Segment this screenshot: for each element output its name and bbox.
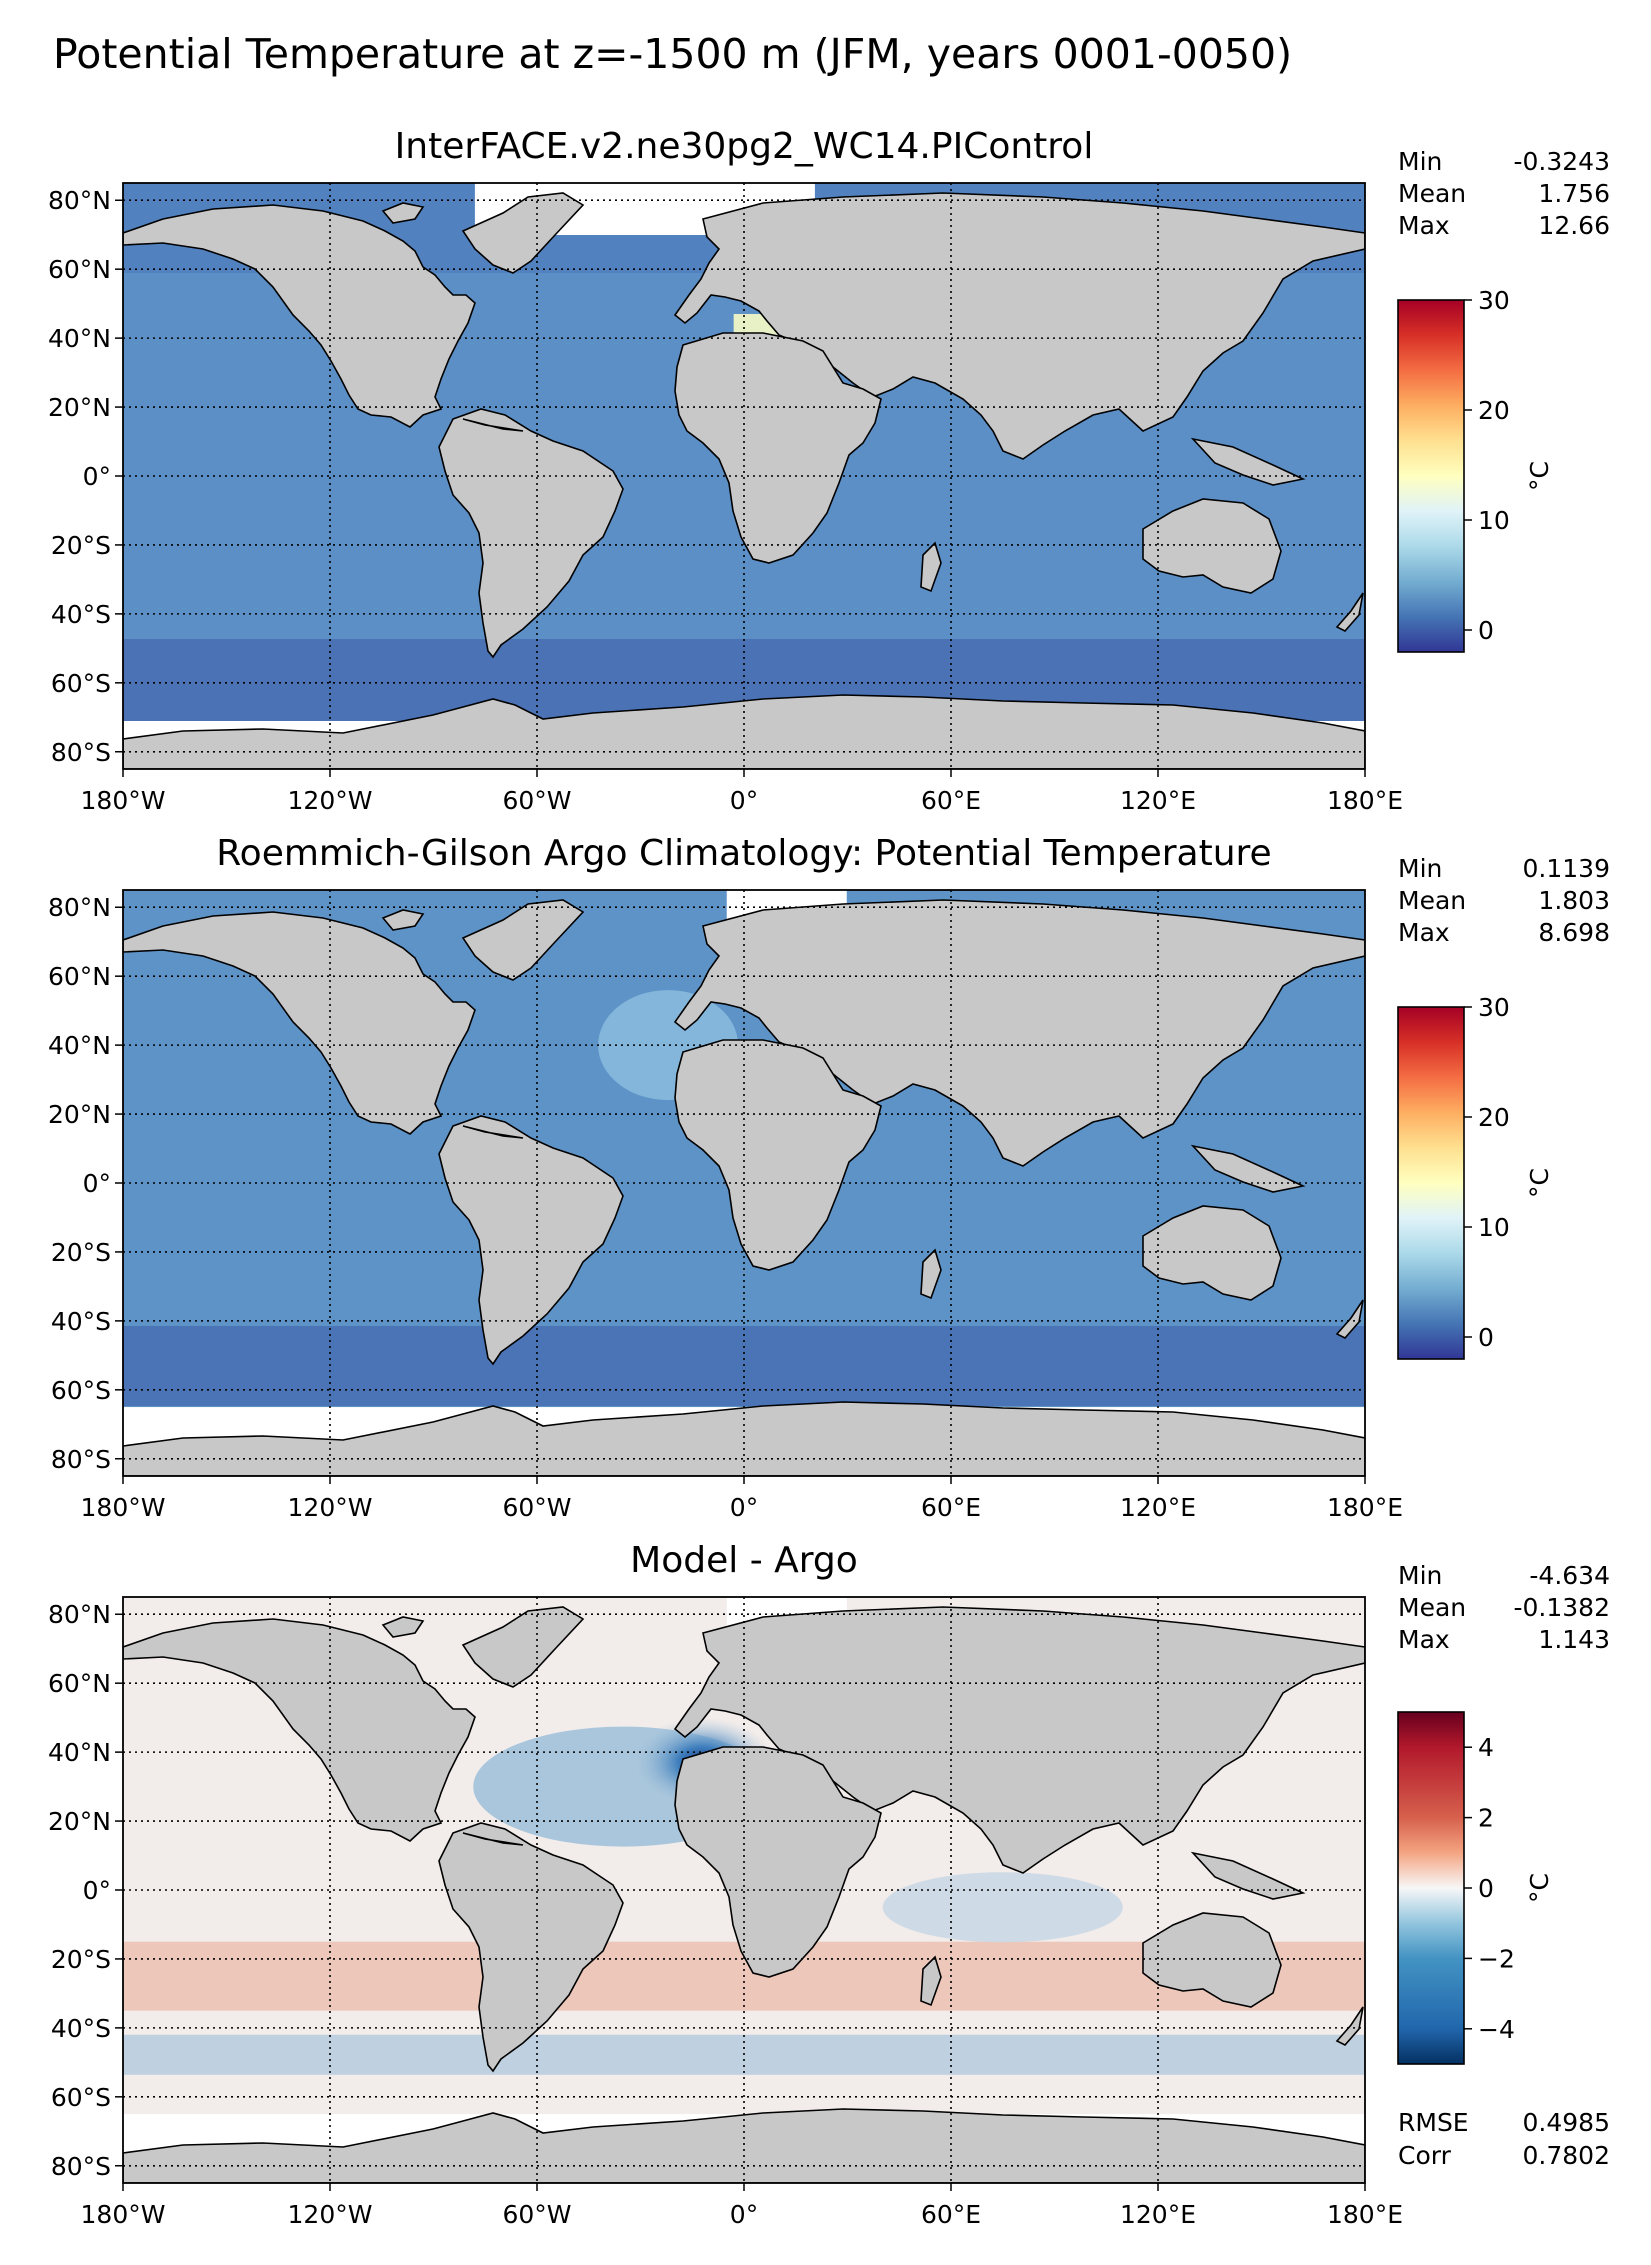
stat-label: Corr (1398, 2141, 1452, 2170)
stat-label: RMSE (1398, 2108, 1469, 2137)
colorbar-tick-label: 0 (1478, 1323, 1494, 1352)
panel-title: InterFACE.v2.ne30pg2_WC14.PIControl (395, 126, 1094, 167)
y-tick-label: 20°N (48, 393, 111, 422)
colorbar-tick-label: 30 (1478, 286, 1510, 315)
y-tick-label: 80°S (51, 2152, 111, 2181)
panel-title: Roemmich-Gilson Argo Climatology: Potent… (216, 833, 1271, 874)
colorbar (1397, 299, 1465, 653)
colorbar-label: °C (1525, 1873, 1554, 1903)
stat-value: 0.7802 (1523, 2141, 1610, 2170)
stat-value: 8.698 (1538, 918, 1610, 947)
panel-3: Model - Argo 180°W 120°W 60°W 0° 60°E 120°E 180… (48, 1540, 1610, 2229)
stat-label: Mean (1398, 1593, 1466, 1622)
indian-cool-bias (882, 1872, 1123, 1943)
colorbar-tick-label: 0 (1478, 616, 1494, 645)
y-tick-label: 60°N (48, 255, 111, 284)
colorbar-tick-label: 10 (1478, 506, 1510, 535)
y-tick-label: 40°S (51, 2014, 111, 2043)
colorbar-tick-label: 10 (1478, 1213, 1510, 1242)
x-tick-label: 60°W (502, 1493, 571, 1522)
y-tick-label: 40°N (48, 1031, 111, 1060)
y-tick-label: 80°N (48, 893, 111, 922)
y-tick-label: 60°S (51, 669, 111, 698)
y-tick-label: 40°S (51, 1307, 111, 1336)
x-tick-label: 180°W (81, 1493, 166, 1522)
stat-label: Min (1398, 1561, 1442, 1590)
y-tick-label: 20°S (51, 1238, 111, 1267)
x-tick-label: 60°W (502, 786, 571, 815)
stat-label: Mean (1398, 886, 1466, 915)
x-tick-label: 180°W (81, 786, 166, 815)
x-tick-label: 0° (730, 1493, 758, 1522)
x-tick-label: 180°E (1327, 786, 1403, 815)
y-tick-label: 20°N (48, 1100, 111, 1129)
y-tick-label: 0° (83, 1169, 111, 1198)
y-tick-label: 40°S (51, 600, 111, 629)
colorbar-tick-label: −2 (1478, 1944, 1515, 1973)
x-tick-label: 60°E (921, 1493, 981, 1522)
x-tick-label: 180°E (1327, 2200, 1403, 2229)
x-tick-label: 120°E (1120, 786, 1196, 815)
y-tick-label: 60°S (51, 2083, 111, 2112)
panel-1: InterFACE.v2.ne30pg2_WC14.PIControl 180°W… (48, 126, 1610, 815)
y-tick-label: 60°N (48, 1669, 111, 1698)
x-tick-label: 60°W (502, 2200, 571, 2229)
stat-label: Min (1398, 147, 1442, 176)
y-tick-label: 0° (83, 462, 111, 491)
stat-label: Max (1398, 1625, 1450, 1654)
x-tick-label: 180°W (81, 2200, 166, 2229)
stat-label: Min (1398, 854, 1442, 883)
stat-value: 1.756 (1538, 179, 1610, 208)
x-tick-label: 0° (730, 2200, 758, 2229)
y-tick-label: 60°N (48, 962, 111, 991)
stat-value: -4.634 (1529, 1561, 1610, 1590)
stat-value: -0.3243 (1514, 147, 1611, 176)
colorbar-label: °C (1525, 461, 1554, 491)
x-tick-label: 0° (730, 786, 758, 815)
colorbar-tick-label: 0 (1478, 1874, 1494, 1903)
colorbar-tick-label: −4 (1478, 2015, 1515, 2044)
stat-value: 0.4985 (1523, 2108, 1610, 2137)
x-tick-label: 120°W (288, 1493, 373, 1522)
stat-label: Max (1398, 211, 1450, 240)
x-tick-label: 60°E (921, 786, 981, 815)
stat-value: 1.803 (1538, 886, 1610, 915)
colorbar-tick-label: 4 (1478, 1733, 1494, 1762)
stat-value: 12.66 (1538, 211, 1610, 240)
colorbar-tick-label: 2 (1478, 1804, 1494, 1833)
y-tick-label: 60°S (51, 1376, 111, 1405)
stat-label: Mean (1398, 179, 1466, 208)
x-tick-label: 120°W (288, 786, 373, 815)
figure-title: Potential Temperature at z=-1500 m (JFM,… (53, 30, 1293, 78)
colorbar-tick-label: 20 (1478, 1103, 1510, 1132)
panel-title: Model - Argo (630, 1540, 858, 1581)
colorbar-tick-label: 20 (1478, 396, 1510, 425)
y-tick-label: 80°N (48, 186, 111, 215)
y-tick-label: 80°N (48, 1600, 111, 1629)
x-tick-label: 120°E (1120, 1493, 1196, 1522)
y-tick-label: 0° (83, 1876, 111, 1905)
colorbar-tick-label: 30 (1478, 993, 1510, 1022)
colorbar-label: °C (1525, 1168, 1554, 1198)
y-tick-label: 20°N (48, 1807, 111, 1836)
x-tick-label: 180°E (1327, 1493, 1403, 1522)
y-tick-label: 20°S (51, 1945, 111, 1974)
stat-value: 0.1139 (1523, 854, 1610, 883)
x-tick-label: 120°E (1120, 2200, 1196, 2229)
panel-2: Roemmich-Gilson Argo Climatology: Potent… (48, 833, 1610, 1522)
y-tick-label: 20°S (51, 531, 111, 560)
y-tick-label: 40°N (48, 1738, 111, 1767)
colorbar (1397, 1006, 1465, 1360)
stat-label: Max (1398, 918, 1450, 947)
colorbar (1397, 1711, 1465, 2065)
y-tick-label: 80°S (51, 1445, 111, 1474)
stat-value: 1.143 (1538, 1625, 1610, 1654)
stat-value: -0.1382 (1514, 1593, 1611, 1622)
x-tick-label: 60°E (921, 2200, 981, 2229)
x-tick-label: 120°W (288, 2200, 373, 2229)
y-tick-label: 40°N (48, 324, 111, 353)
y-tick-label: 80°S (51, 738, 111, 767)
